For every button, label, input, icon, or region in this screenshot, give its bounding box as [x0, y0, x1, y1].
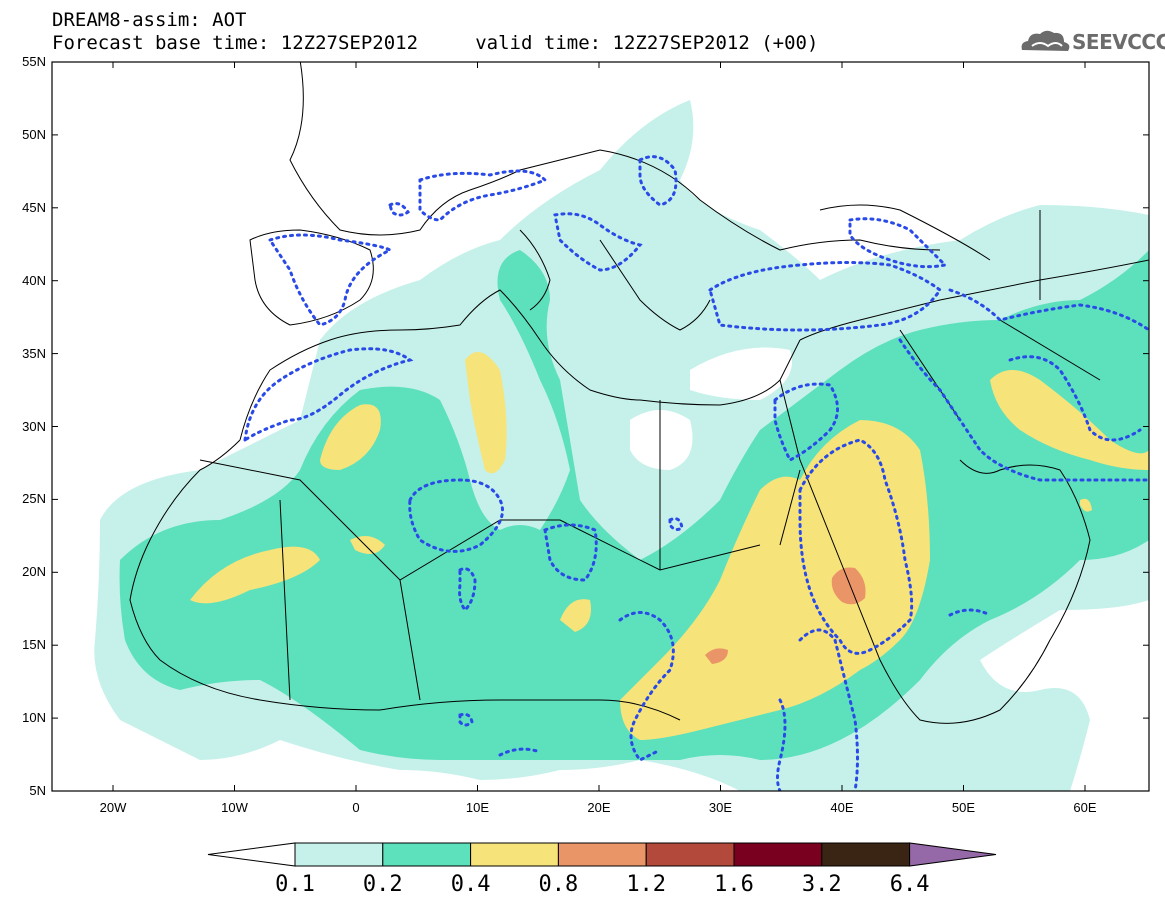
- lat-label: 35N: [22, 345, 46, 361]
- lon-label: 60E: [1073, 800, 1097, 815]
- lon-label: 10W: [221, 800, 248, 815]
- logo-text: SEEVCCC: [1072, 30, 1165, 54]
- lon-label: 40E: [830, 800, 854, 815]
- lat-label: 20N: [22, 564, 46, 580]
- lon-label: 10E: [465, 800, 490, 815]
- lon-label: 30E: [708, 800, 733, 815]
- colorbar-label: 0.4: [450, 872, 491, 897]
- aot-band-0.8: [831, 567, 866, 605]
- colorbar-label: 0.8: [538, 872, 579, 897]
- lat-label: 45N: [22, 199, 46, 215]
- colorbar-label: 3.2: [801, 872, 842, 897]
- aot-band-0.4: [620, 420, 930, 740]
- colorbar-label: 1.6: [714, 872, 754, 897]
- colorbar-label: 0.2: [362, 872, 403, 897]
- lat-label: 15N: [22, 637, 46, 653]
- lat-label: 5N: [29, 783, 46, 798]
- lon-label: 20E: [587, 800, 611, 815]
- lat-label: 25N: [22, 491, 46, 507]
- lat-label: 10N: [22, 710, 46, 726]
- cloud-logo-icon: [1021, 30, 1070, 51]
- lon-label: 0: [352, 800, 360, 815]
- lat-label: 30N: [22, 418, 46, 434]
- lon-label: 20W: [99, 800, 127, 815]
- lat-label: 50N: [22, 126, 46, 142]
- lat-label: 40N: [22, 272, 46, 288]
- colorbar-label: 6.4: [889, 872, 930, 897]
- colorbar-label: 0.1: [275, 872, 315, 897]
- map-title: DREAM8-assim: AOT: [52, 9, 247, 31]
- colorbar-label: 1.2: [626, 872, 667, 897]
- lat-label: 55N: [22, 54, 46, 69]
- lon-label: 50E: [951, 800, 976, 815]
- forecast-time-line: Forecast base time: 12Z27SEP2012 valid t…: [52, 32, 819, 54]
